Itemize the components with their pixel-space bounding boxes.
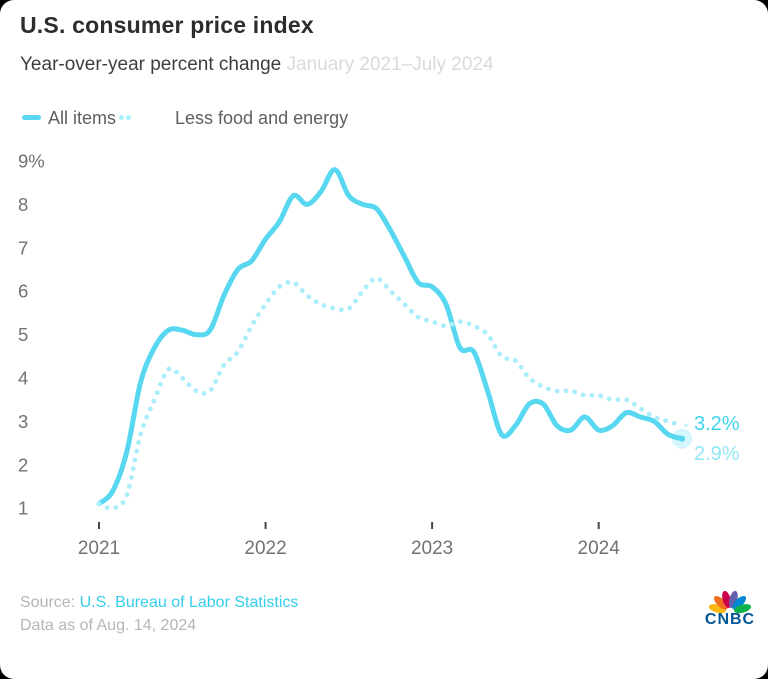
legend-label-less-food-energy: Less food and energy	[175, 108, 349, 128]
y-axis-label: 4	[18, 368, 28, 389]
chart-subtitle: Year-over-year percent change January 20…	[20, 54, 494, 76]
peacock-feather-icon	[732, 595, 747, 610]
y-axis-label: 5	[18, 324, 28, 345]
series-line-all-items	[96, 167, 685, 507]
legend-dotted-line-icon	[126, 115, 131, 120]
series-line-less-food-energy	[96, 275, 685, 511]
end-marker-dot	[678, 435, 686, 442]
legend-solid-line-icon	[22, 115, 41, 120]
y-axis-label: 8	[18, 194, 28, 215]
y-axis-label: 7	[18, 237, 28, 258]
source-link[interactable]: U.S. Bureau of Labor Statistics	[79, 594, 299, 611]
legend-label-all-items: All items	[48, 108, 117, 128]
x-axis-label: 2022	[244, 538, 286, 559]
data-as-of-label: Data as of Aug. 14, 2024	[20, 617, 197, 634]
x-axis-label: 2024	[578, 538, 621, 559]
y-axis-label: 3	[18, 411, 28, 432]
cnbc-logo: CNBC	[701, 586, 759, 629]
peacock-icon	[708, 590, 752, 613]
y-axis-label: 6	[18, 281, 28, 302]
x-axis-label: 2023	[411, 538, 453, 559]
y-axis-label: 1	[18, 498, 28, 519]
subtitle-main: Year-over-year percent change	[20, 54, 282, 75]
subtitle-date-range: January 2021–July 2024	[286, 54, 494, 75]
x-axis-label: 2021	[78, 538, 120, 559]
end-label-all-items: 2.9%	[694, 443, 740, 465]
connector-dots	[684, 421, 694, 427]
peacock-feather-icon	[722, 590, 732, 609]
source-label: Source:	[20, 594, 76, 611]
y-axis-label: 9%	[18, 151, 45, 172]
source-line: Source: U.S. Bureau of Labor Statistics	[20, 594, 298, 612]
chart-title: U.S. consumer price index	[20, 12, 314, 38]
peacock-feather-icon	[713, 595, 728, 610]
cnbc-wordmark: CNBC	[704, 611, 756, 628]
y-axis-label: 2	[18, 454, 28, 475]
end-label-less-food-energy: 3.2%	[694, 413, 740, 435]
peacock-feather-icon	[733, 604, 752, 613]
legend-dotted-line-icon	[119, 115, 124, 120]
